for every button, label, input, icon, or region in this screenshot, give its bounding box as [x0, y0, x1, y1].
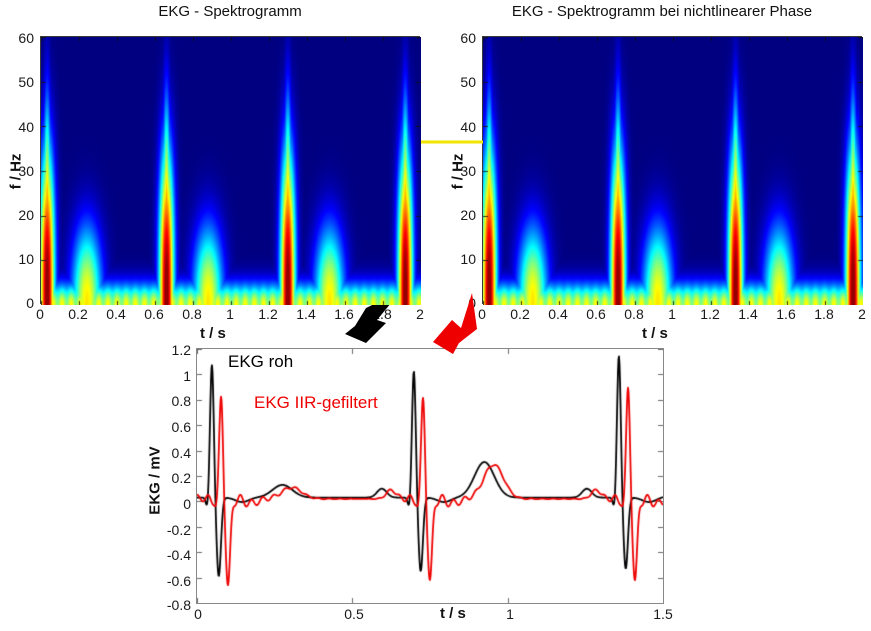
ekg-ytick--0.2: -0.2 — [166, 522, 191, 538]
ekg-ytick-0: 0 — [183, 496, 191, 512]
spec-left-ytick-0: 0 — [26, 295, 34, 311]
spec-right-ytick-60: 60 — [460, 30, 476, 46]
ekg-ytick-0.6: 0.6 — [171, 419, 191, 435]
spec-left-ytick-20: 20 — [18, 207, 34, 223]
ekg-signal-ylabel: EKG / mV — [146, 446, 164, 515]
spec-right-xtick-0.2: 0.2 — [510, 306, 530, 322]
spectrogram-left-ylabel: f / Hz — [7, 153, 25, 190]
spec-right-xtick-1.6: 1.6 — [776, 306, 796, 322]
spec-left-ytick-10: 10 — [18, 251, 34, 267]
spec-left-ytick-30: 30 — [18, 163, 34, 179]
spec-right-xtick-2: 2 — [858, 306, 866, 322]
ekg-ytick-1: 1 — [183, 368, 191, 384]
spec-right-xtick-0: 0 — [478, 306, 486, 322]
spec-left-xtick-0.8: 0.8 — [182, 306, 202, 322]
ekg-ytick-0.4: 0.4 — [171, 445, 191, 461]
spec-right-ytick-50: 50 — [460, 74, 476, 90]
spec-left-xtick-1.4: 1.4 — [296, 306, 316, 322]
spec-left-xtick-0.2: 0.2 — [68, 306, 88, 322]
spec-right-ytick-40: 40 — [460, 119, 476, 135]
spec-right-ytick-0: 0 — [468, 295, 476, 311]
spec-left-xtick-1: 1 — [226, 306, 234, 322]
spectrogram-left-xlabel: t / s — [200, 325, 226, 342]
spectrogram-right-canvas — [483, 37, 863, 305]
ekg-ytick-1.2: 1.2 — [171, 342, 191, 358]
ekg-ytick-0.2: 0.2 — [171, 470, 191, 486]
spec-right-ytick-20: 20 — [460, 207, 476, 223]
spec-right-xtick-0.8: 0.8 — [624, 306, 644, 322]
spec-right-xtick-0.4: 0.4 — [548, 306, 568, 322]
spec-right-xtick-1: 1 — [668, 306, 676, 322]
spec-left-xtick-0.4: 0.4 — [106, 306, 126, 322]
spectrogram-right-ylabel: f / Hz — [449, 153, 467, 190]
spectrogram-left-title: EKG - Spektrogramm — [158, 3, 302, 20]
ekg-xtick-0.5: 0.5 — [344, 606, 364, 622]
ekg-ytick--0.4: -0.4 — [166, 547, 191, 563]
spec-left-xtick-2: 2 — [416, 306, 424, 322]
ekg-signal-canvas — [197, 349, 663, 603]
spec-left-xtick-1.6: 1.6 — [334, 306, 354, 322]
spec-left-ytick-40: 40 — [18, 119, 34, 135]
spec-left-ytick-60: 60 — [18, 30, 34, 46]
ekg-signal-xlabel: t / s — [440, 605, 466, 622]
spec-right-xtick-0.6: 0.6 — [586, 306, 606, 322]
spec-left-xtick-1.8: 1.8 — [372, 306, 392, 322]
spec-right-ytick-10: 10 — [460, 251, 476, 267]
ekg-ytick--0.6: -0.6 — [166, 573, 191, 589]
spectrogram-right-xlabel: t / s — [642, 325, 668, 342]
spec-left-xtick-0.6: 0.6 — [144, 306, 164, 322]
ekg-ytick-0.8: 0.8 — [171, 393, 191, 409]
ekg-xtick-1: 1 — [506, 606, 514, 622]
ekg-xtick-0: 0 — [194, 606, 202, 622]
spec-right-xtick-1.2: 1.2 — [700, 306, 720, 322]
spectrogram-left-canvas — [41, 37, 421, 305]
spec-right-xtick-1.8: 1.8 — [814, 306, 834, 322]
spec-left-xtick-0: 0 — [36, 306, 44, 322]
ekg-xtick-1.5: 1.5 — [653, 606, 673, 622]
ekg-ytick--0.8: -0.8 — [166, 597, 191, 613]
spec-left-ytick-50: 50 — [18, 74, 34, 90]
spec-right-xtick-1.4: 1.4 — [738, 306, 758, 322]
spec-left-xtick-1.2: 1.2 — [258, 306, 278, 322]
spectrogram-right-title: EKG - Spektrogramm bei nichtlinearer Pha… — [511, 3, 813, 20]
spec-right-ytick-30: 30 — [460, 163, 476, 179]
